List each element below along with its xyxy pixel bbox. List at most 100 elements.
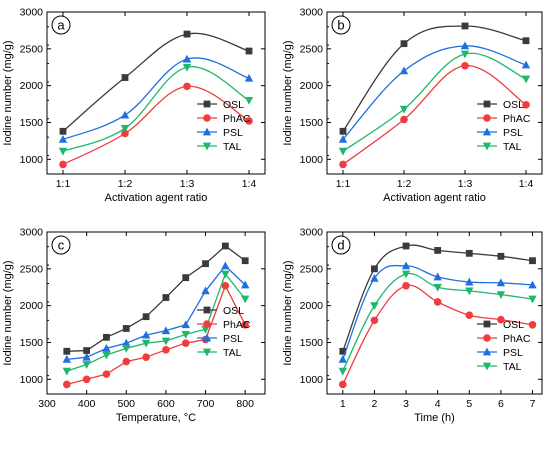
data-point-osl xyxy=(63,347,71,355)
legend-label-tal: TAL xyxy=(223,347,242,359)
series-line-phac xyxy=(342,65,527,165)
legend-label-osl: OSL xyxy=(223,305,244,317)
legend: OSL PhAC PSL TAL xyxy=(477,319,531,373)
data-point-osl xyxy=(339,127,347,135)
x-tick-label: 700 xyxy=(197,398,215,410)
series-line-psl xyxy=(342,45,527,140)
x-tick-label: 3 xyxy=(403,398,409,410)
legend: OSL PhAC PSL TAL xyxy=(197,99,251,153)
data-point-phac xyxy=(339,380,347,389)
x-tick-label: 500 xyxy=(118,398,136,410)
data-point-phac xyxy=(461,61,469,70)
panel-c: 1000 1500 2000 2500 3000 300 400 500 600 700 800 Te… xyxy=(2,227,266,424)
legend-marker-tal xyxy=(482,142,492,151)
series-line-osl xyxy=(62,32,250,132)
panel-label: a xyxy=(57,18,65,33)
x-tick-label: 5 xyxy=(466,398,472,410)
data-point-psl xyxy=(244,73,254,82)
data-point-psl xyxy=(120,110,130,119)
legend-label-psl: PSL xyxy=(223,127,243,139)
data-point-phac xyxy=(245,117,253,125)
panel-d: 1000 1500 2000 2500 3000 1 2 3 4 5 6 7 Time (h) Iodin… xyxy=(282,227,543,424)
data-point-psl xyxy=(221,261,230,270)
y-tick-label: 2000 xyxy=(20,80,44,92)
data-point-tal xyxy=(433,283,442,292)
legend-label-osl: OSL xyxy=(503,99,524,111)
data-point-osl xyxy=(497,252,505,260)
data-point-tal xyxy=(62,367,72,376)
x-tick-label: 4 xyxy=(435,398,441,410)
data-point-psl xyxy=(465,277,474,286)
legend-label-osl: OSL xyxy=(503,319,524,331)
data-point-phac xyxy=(122,357,131,366)
data-point-psl xyxy=(58,134,68,143)
x-tick-label: 400 xyxy=(78,398,96,410)
data-point-psl xyxy=(460,41,470,50)
data-point-psl xyxy=(433,272,442,281)
x-tick-label: 1:4 xyxy=(519,178,534,190)
data-point-tal xyxy=(465,287,474,296)
data-point-tal xyxy=(120,124,130,133)
series-line-phac xyxy=(66,284,246,386)
data-point-tal xyxy=(201,325,210,334)
legend-label-tal: TAL xyxy=(503,361,522,373)
x-tick-label: 1:1 xyxy=(56,178,71,190)
y-axis-title: Iodine number (mg/g) xyxy=(282,260,294,365)
series-line-tal xyxy=(62,66,250,152)
plot-frame xyxy=(46,231,266,395)
data-point-phac xyxy=(241,320,249,329)
data-point-phac xyxy=(82,375,91,384)
data-point-tal xyxy=(338,147,348,156)
data-point-tal xyxy=(370,302,379,311)
data-point-psl xyxy=(401,261,411,270)
y-tick-label: 2000 xyxy=(20,300,44,312)
data-point-psl xyxy=(161,326,171,335)
legend-label-psl: PSL xyxy=(503,347,523,359)
data-point-tal xyxy=(244,96,254,105)
data-point-tal xyxy=(460,50,470,59)
legend-marker-tal xyxy=(202,348,212,357)
x-tick-label: 6 xyxy=(498,398,504,410)
data-point-psl xyxy=(122,338,131,347)
y-axis-title: Iodine number (mg/g) xyxy=(2,40,14,145)
x-tick-label: 1:3 xyxy=(458,178,473,190)
x-axis-title: Time (h) xyxy=(414,412,455,424)
y-axis-title: Iodine number (mg/g) xyxy=(282,40,294,145)
data-point-tal xyxy=(141,339,151,348)
data-point-osl xyxy=(529,257,536,265)
panel-a: 1000 1500 2000 2500 3000 1:1 1:2 1:3 1:4 Activati… xyxy=(2,7,266,204)
legend-marker-osl xyxy=(203,100,211,108)
x-tick-label: 600 xyxy=(157,398,175,410)
legend: OSL PhAC PSL TAL xyxy=(197,305,251,359)
data-point-tal xyxy=(521,75,531,84)
data-point-psl xyxy=(240,280,250,289)
data-point-osl xyxy=(162,294,170,301)
legend-marker-phac xyxy=(483,114,491,122)
data-point-psl xyxy=(141,330,151,339)
legend-label-psl: PSL xyxy=(223,333,243,345)
plot-frame xyxy=(326,11,543,175)
data-point-tal xyxy=(399,105,409,114)
panel-label: d xyxy=(337,238,344,253)
data-point-tal xyxy=(122,344,131,353)
legend-marker-phac xyxy=(203,320,211,328)
data-point-osl xyxy=(202,260,209,268)
data-point-tal xyxy=(496,291,506,299)
y-tick-label: 1500 xyxy=(300,337,324,349)
y-axis-title: Iodine number (mg/g) xyxy=(2,260,14,365)
data-point-psl xyxy=(338,134,348,143)
legend-marker-phac xyxy=(203,114,211,122)
data-point-tal xyxy=(58,147,68,156)
y-tick-label: 3000 xyxy=(20,227,44,239)
data-point-phac xyxy=(181,339,190,347)
x-tick-label: 7 xyxy=(530,398,536,410)
legend-label-phac: PhAC xyxy=(223,113,251,125)
panel-label: c xyxy=(58,238,65,253)
data-point-tal xyxy=(82,361,91,369)
data-point-phac xyxy=(528,320,537,329)
panel-b: 1000 1500 2000 2500 3000 1:1 1:2 1:3 1:4 Activati… xyxy=(282,7,543,204)
y-tick-label: 2500 xyxy=(20,263,44,275)
y-tick-label: 1500 xyxy=(20,117,44,129)
data-point-psl xyxy=(399,66,409,75)
data-point-osl xyxy=(83,347,91,354)
